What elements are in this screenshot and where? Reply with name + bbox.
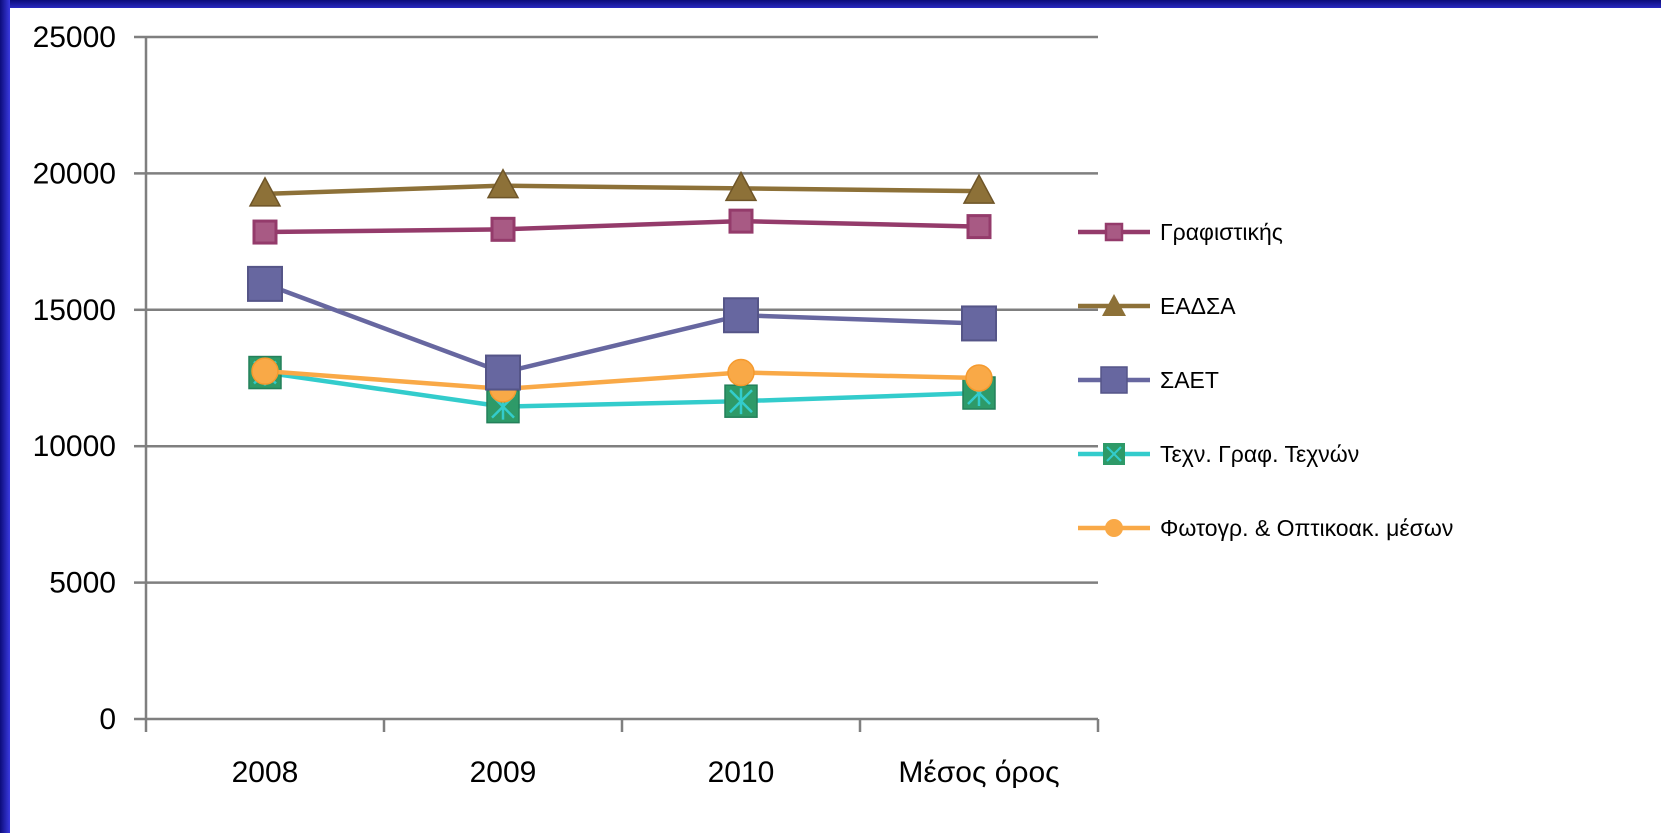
- data-point: [728, 208, 754, 234]
- y-tick-label: 15000: [33, 294, 116, 327]
- legend-label: Τεχν. Γραφ. Τεχνών: [1160, 441, 1359, 467]
- series-0: [252, 208, 992, 245]
- y-tick-label: 25000: [33, 21, 116, 54]
- legend-marker: [1102, 294, 1126, 316]
- data-point: [485, 354, 521, 391]
- legend-marker: [1100, 366, 1128, 394]
- legend-item: Φωτογρ. & Οπτικοακ. μέσων: [1078, 515, 1453, 541]
- gridlines: [146, 35, 1098, 584]
- series-line: [264, 183, 980, 197]
- chart-frame: [10, 8, 1661, 833]
- y-tick-label: 0: [99, 703, 116, 736]
- legend-item: ΣΑΕΤ: [1078, 366, 1219, 394]
- y-tick-label: 10000: [33, 430, 116, 463]
- data-point: [966, 214, 992, 240]
- legend-label: ΣΑΕΤ: [1160, 367, 1219, 393]
- series-line: [264, 370, 980, 409]
- data-point: [965, 364, 993, 392]
- data-point: [962, 173, 996, 204]
- legend-item: ΕΑΔΣΑ: [1078, 293, 1236, 319]
- y-axis-ticks: 0 5000 10000 15000 20000 25000: [33, 21, 146, 736]
- legend-marker-stroke: [1106, 446, 1122, 462]
- y-tick-label: 20000: [33, 157, 116, 190]
- data-point: [252, 219, 278, 245]
- legend: Γραφιστικής ΕΑΔΣΑ ΣΑΕΤ Τεχν. Γραφ. Τεχνών Φω…: [1078, 219, 1453, 541]
- data-point: [247, 265, 283, 302]
- x-tick-label: 2009: [470, 756, 537, 789]
- legend-label: ΕΑΔΣΑ: [1160, 293, 1236, 319]
- legend-label: Γραφιστικής: [1160, 219, 1283, 245]
- series-line: [264, 218, 980, 235]
- left-border: [0, 0, 10, 833]
- legend-marker: [1105, 519, 1123, 537]
- series-3: [248, 355, 996, 424]
- series-line: [264, 281, 980, 375]
- series-2: [247, 265, 997, 391]
- x-axis-ticks: 2008 2009 2010 Μέσος όρος: [144, 719, 1100, 789]
- data-point: [486, 168, 520, 199]
- series-line: [264, 368, 980, 392]
- data-point: [248, 176, 282, 207]
- data-point: [490, 216, 516, 242]
- data-point: [724, 384, 758, 418]
- legend-label: Φωτογρ. & Οπτικοακ. μέσων: [1160, 515, 1453, 541]
- data-point: [724, 170, 758, 202]
- x-tick-label: 2008: [232, 756, 299, 789]
- series-lines: [247, 168, 997, 424]
- series-1: [248, 168, 996, 207]
- x-tick-label: Μέσος όρος: [898, 756, 1059, 789]
- data-point: [961, 305, 997, 342]
- y-tick-label: 5000: [49, 567, 116, 600]
- data-point: [727, 358, 755, 387]
- top-border: [0, 0, 1661, 8]
- legend-item: Τεχν. Γραφ. Τεχνών: [1078, 441, 1359, 467]
- data-point: [723, 297, 759, 334]
- legend-marker: [1104, 222, 1124, 242]
- x-tick-label: 2010: [708, 756, 775, 789]
- legend-item: Γραφιστικής: [1078, 219, 1283, 245]
- data-point: [251, 357, 279, 385]
